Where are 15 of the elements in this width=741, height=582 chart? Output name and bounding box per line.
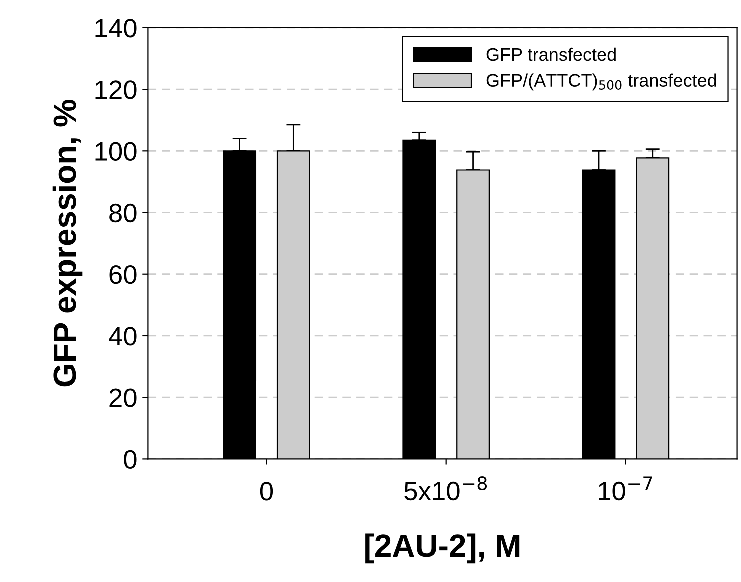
legend-label: GFP/(ATTCT)$_{500}$ transfected [486, 74, 716, 91]
y-tick-label: 120 [96, 80, 137, 100]
x-tick-label: 0 [260, 482, 274, 501]
y-tick-label: 60 [110, 266, 137, 284]
y-tick-label: 0 [124, 450, 137, 470]
x-tick-label: 5x10$^{−8}$ [404, 476, 488, 501]
y-tick-label: 100 [96, 142, 137, 161]
x-axis-title: [2AU-2], M [366, 534, 520, 564]
y-tick-label: 80 [110, 204, 137, 223]
x-tick-label: 10$^{−7}$ [599, 476, 652, 501]
y-tick-label: 20 [110, 388, 137, 408]
legend-label: GFP transfected [486, 48, 616, 62]
y-tick-label: 140 [96, 19, 137, 38]
y-axis-title: GFP expression, % [52, 100, 83, 387]
y-tick-label: 40 [109, 327, 137, 346]
